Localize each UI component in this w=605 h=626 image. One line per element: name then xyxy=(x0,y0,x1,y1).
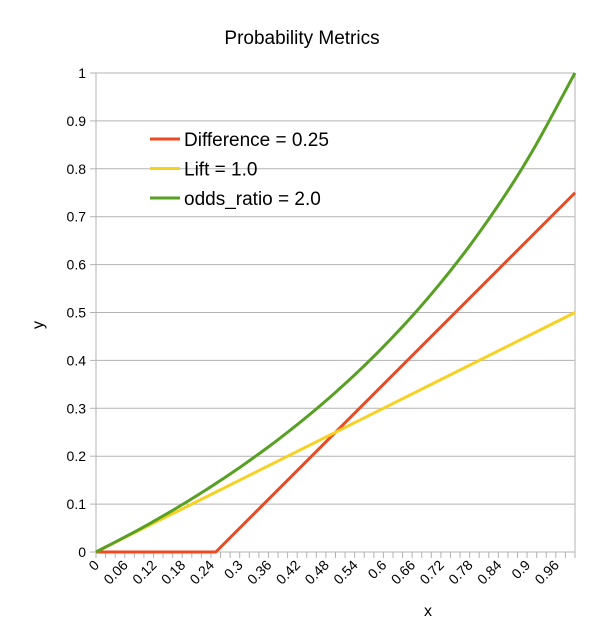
series-line-0 xyxy=(96,191,577,554)
x-tick-label: 0.6 xyxy=(364,557,389,582)
y-tick-label: 0.7 xyxy=(67,209,87,225)
x-tick-label: 0 xyxy=(85,557,102,574)
x-tick-label: 0.72 xyxy=(416,557,447,588)
y-tick-label: 0.6 xyxy=(67,257,87,273)
chart-title: Probability Metrics xyxy=(224,28,379,49)
x-tick-label: 0.12 xyxy=(129,557,160,588)
legend-label: Lift = 1.0 xyxy=(184,160,257,181)
x-tick-label: 0.84 xyxy=(474,557,505,588)
y-tick-label: 0.5 xyxy=(67,305,87,321)
legend: Difference = 0.25 Lift = 1.0 odds_ratio = … xyxy=(150,130,329,210)
legend-label: odds_ratio = 2.0 xyxy=(184,189,321,210)
x-tick-label: 0.54 xyxy=(330,557,361,588)
y-tick-label: 0.9 xyxy=(67,113,87,129)
x-tick-label: 0.36 xyxy=(244,557,275,588)
x-axis-ticks: 00.060.120.180.24 0.30.360.420.480.54 0.60… xyxy=(85,557,562,588)
series-line-1 xyxy=(95,311,576,554)
x-tick-label: 0.48 xyxy=(301,557,332,588)
y-tick-label: 0.3 xyxy=(67,400,87,416)
y-tick-label: 1 xyxy=(78,65,86,81)
x-tick-label: 0.66 xyxy=(388,557,419,588)
x-tick-label: 0.3 xyxy=(221,557,246,582)
series-lines xyxy=(95,72,577,554)
y-tick-label: 0 xyxy=(78,544,86,560)
x-tick-label: 0.96 xyxy=(531,557,562,588)
y-tick-label: 0.2 xyxy=(67,448,87,464)
x-tick-label: 0.06 xyxy=(100,557,131,588)
series-line-2 xyxy=(95,72,577,554)
y-tick-label: 0.4 xyxy=(67,352,87,368)
y-axis-ticks: 0 0.1 0.2 0.3 0.4 0.5 0.6 0.7 0.8 0.9 1 xyxy=(67,65,87,560)
x-axis-label: x xyxy=(424,603,432,620)
y-tick-label: 0.1 xyxy=(67,496,87,512)
y-tick-label: 0.8 xyxy=(67,161,87,177)
x-tick-label: 0.42 xyxy=(273,557,304,588)
x-tick-label: 0.24 xyxy=(186,557,217,588)
x-tick-label: 0.9 xyxy=(508,557,533,582)
legend-label: Difference = 0.25 xyxy=(184,130,329,151)
x-tick-label: 0.78 xyxy=(445,557,476,588)
x-tick-label: 0.18 xyxy=(158,557,189,588)
y-axis-label: y xyxy=(30,321,47,329)
grid xyxy=(90,72,576,558)
